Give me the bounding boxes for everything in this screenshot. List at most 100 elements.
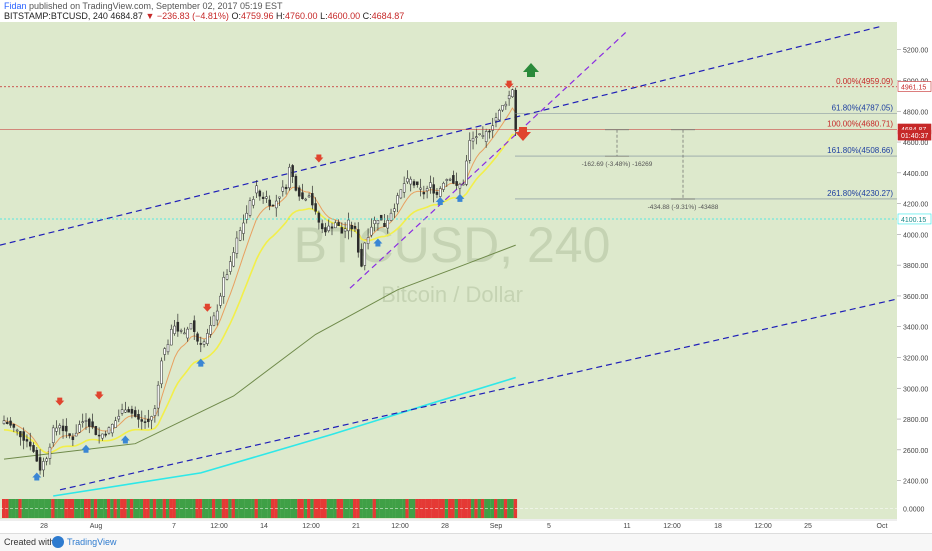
candle-body: [488, 130, 491, 133]
x-tick-label: Aug: [90, 523, 103, 530]
buy-arrow-icon: [373, 238, 383, 247]
candle-body: [81, 421, 84, 423]
author-link[interactable]: Fidan: [4, 1, 27, 11]
candle-body: [117, 416, 121, 420]
price-axis[interactable]: [897, 22, 932, 533]
candle-body: [334, 222, 337, 229]
y-tick-label: 4200.00: [903, 202, 928, 209]
candle-body: [416, 181, 419, 185]
candle-body: [501, 105, 504, 111]
oscillator-bar: [336, 499, 340, 518]
published-text: published on TradingView.com, September …: [29, 1, 283, 11]
candle-body: [265, 196, 268, 199]
candle-body: [402, 183, 406, 193]
candle-body: [137, 414, 140, 420]
price-tag-label: 4961.15: [901, 84, 926, 91]
y-tick-label: 3800.00: [903, 263, 928, 270]
y-tick-label: 3000.00: [903, 386, 928, 393]
oscillator-bar: [97, 499, 101, 518]
x-tick-label: 12:00: [754, 523, 772, 530]
candle-body: [91, 421, 94, 428]
candle-body: [284, 186, 288, 190]
symbol-label[interactable]: BITSTAMP:BTCUSD, 240: [4, 11, 108, 21]
candle-body: [153, 408, 157, 416]
oscillator-bar: [402, 499, 406, 518]
candle-body: [19, 431, 22, 438]
candle-body: [9, 420, 12, 426]
oscillator-bar: [451, 499, 455, 518]
candle-body: [412, 181, 416, 186]
candle-body: [422, 192, 426, 195]
candle-body: [127, 409, 130, 413]
candle-body: [504, 103, 508, 107]
oscillator-bar: [38, 499, 42, 518]
oscillator-bar: [231, 499, 235, 518]
oscillator-bar: [28, 499, 32, 518]
oscillator-bar: [106, 499, 111, 518]
chart-canvas[interactable]: BTCUSD, 240 Bitcoin / Dollar 0.00%(4959.…: [0, 22, 932, 533]
oscillator-bar: [172, 499, 176, 518]
candle-body: [356, 229, 360, 253]
candle-body: [281, 186, 285, 192]
candle-body: [475, 136, 478, 138]
candle-body: [192, 320, 196, 332]
price-tag-label: 4100.15: [901, 217, 926, 224]
y-tick-label: 4000.00: [903, 232, 928, 239]
x-tick-label: Sep: [490, 523, 503, 530]
candle-body: [396, 195, 399, 205]
candle-body: [494, 117, 498, 122]
oscillator-bar: [67, 499, 71, 518]
candle-body: [350, 225, 353, 230]
candle-body: [12, 423, 16, 428]
candle-body: [294, 175, 298, 191]
oscillator-bar: [362, 499, 367, 518]
candle-body: [438, 188, 442, 197]
candle-body: [353, 226, 357, 229]
measure-label: -162.69 (-3.48%) -16269: [582, 161, 653, 168]
candle-body: [38, 457, 42, 471]
candle-body: [393, 208, 396, 212]
tradingview-brand-link[interactable]: TradingView: [67, 537, 117, 547]
candle-body: [363, 242, 367, 266]
candle-body: [101, 433, 104, 439]
candle-body: [484, 131, 488, 142]
oscillator-bar: [372, 499, 377, 518]
oscillator-bar: [241, 499, 245, 518]
last-price: 4684.87: [110, 11, 143, 21]
candle-body: [55, 427, 58, 432]
price-tag: [897, 129, 932, 141]
oscillator-bar: [382, 499, 386, 518]
x-tick-label: 11: [623, 523, 630, 530]
oscillator-bar: [47, 499, 52, 518]
candle-body: [97, 434, 101, 437]
y-tick-label: 3200.00: [903, 355, 928, 362]
low-label: L:: [320, 11, 328, 21]
candle-body: [425, 188, 429, 192]
candle-body: [370, 226, 373, 236]
y-tick-label: 5200.00: [903, 48, 928, 55]
candle-body: [471, 138, 475, 142]
oscillator-bar: [343, 499, 347, 518]
candle-body: [48, 446, 52, 459]
tradingview-logo-icon[interactable]: [52, 536, 64, 548]
candle-body: [212, 315, 216, 326]
candle-body: [274, 200, 278, 209]
oscillator-bar: [412, 499, 416, 518]
open-value: 4759.96: [240, 11, 274, 21]
candle-body: [120, 409, 124, 414]
oscillator-bar: [133, 499, 137, 518]
candle-body: [173, 325, 176, 334]
oscillator-bar: [448, 499, 452, 518]
candle-body: [215, 310, 219, 321]
candle-body: [235, 237, 239, 254]
oscillator-bar: [316, 499, 321, 518]
candle-body: [163, 348, 166, 355]
x-tick-label: 21: [352, 523, 360, 530]
candle-body: [379, 214, 383, 221]
candle-body: [340, 227, 344, 234]
candle-body: [166, 344, 170, 353]
candle-body: [399, 189, 403, 199]
candle-body: [209, 325, 212, 335]
oscillator-bar: [11, 499, 16, 518]
watermark-ticker: BTCUSD, 240: [294, 217, 611, 273]
